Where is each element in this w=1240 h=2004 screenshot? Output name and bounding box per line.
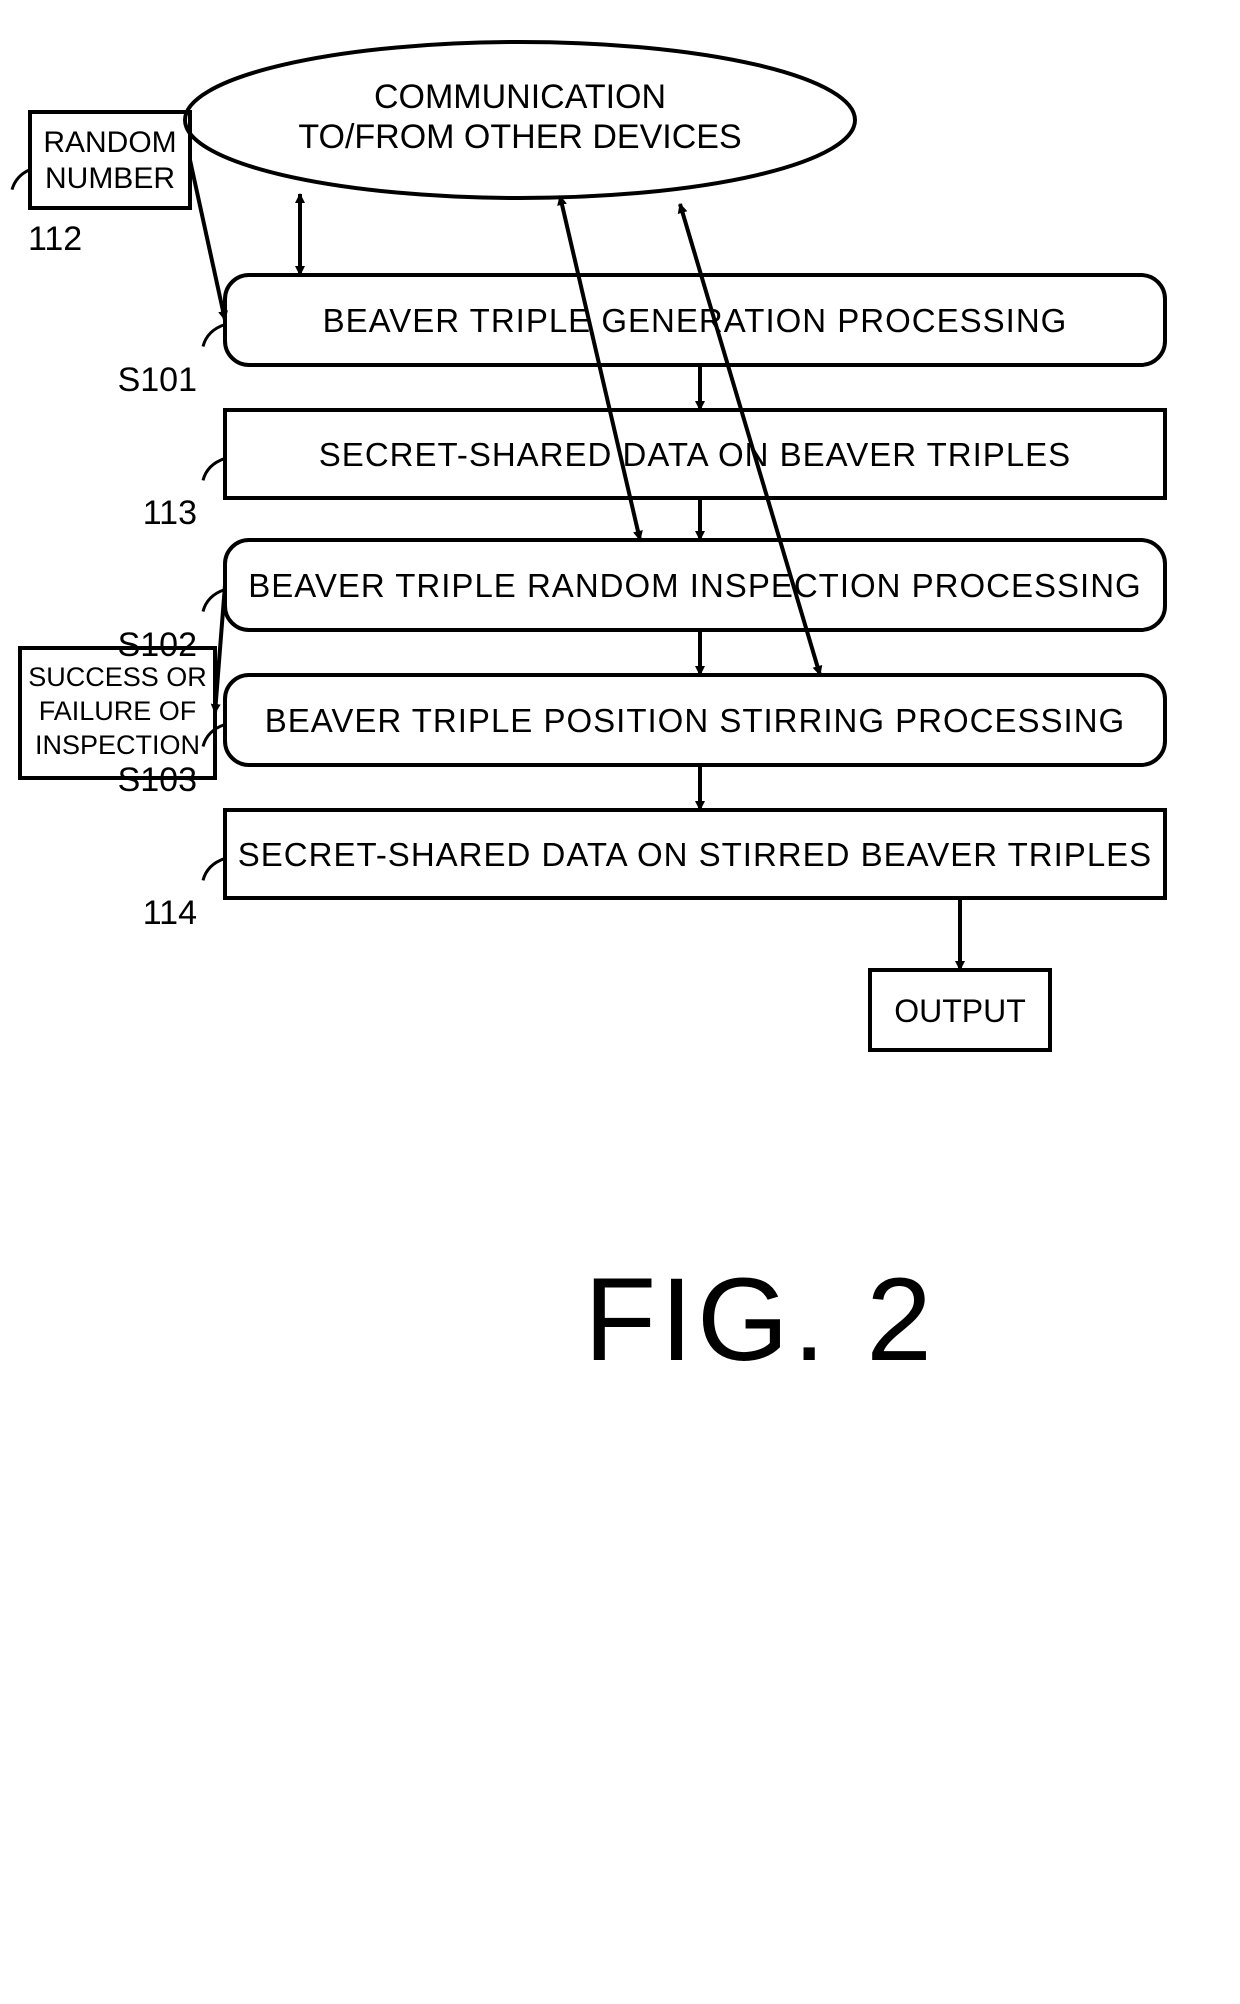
comm-ellipse-text: COMMUNICATION [374, 78, 666, 116]
inspection-result-text: INSPECTION [35, 730, 200, 760]
n113-label: 113 [143, 494, 197, 532]
n114-label: 114 [143, 894, 197, 932]
s102-label: S102 [118, 626, 197, 664]
random-number-text: RANDOM [43, 126, 176, 159]
n114-text: SECRET-SHARED DATA ON STIRRED BEAVER TRI… [238, 836, 1152, 873]
random-number-text: NUMBER [45, 162, 175, 195]
inspection-result-text: FAILURE OF [39, 696, 197, 726]
s103-text: BEAVER TRIPLE POSITION STIRRING PROCESSI… [265, 702, 1125, 739]
inspection-result-text: SUCCESS OR [28, 662, 207, 692]
n113-text: SECRET-SHARED DATA ON BEAVER TRIPLES [319, 436, 1071, 473]
s102-text: BEAVER TRIPLE RANDOM INSPECTION PROCESSI… [248, 567, 1141, 604]
s101-label: S101 [118, 361, 197, 399]
comm-ellipse-text: TO/FROM OTHER DEVICES [298, 118, 741, 156]
output-text: OUTPUT [894, 993, 1026, 1029]
figure-label: FIG. 2 [584, 1254, 936, 1386]
random-number-label: 112 [28, 220, 82, 258]
s101-text: BEAVER TRIPLE GENERATION PROCESSING [323, 302, 1068, 339]
